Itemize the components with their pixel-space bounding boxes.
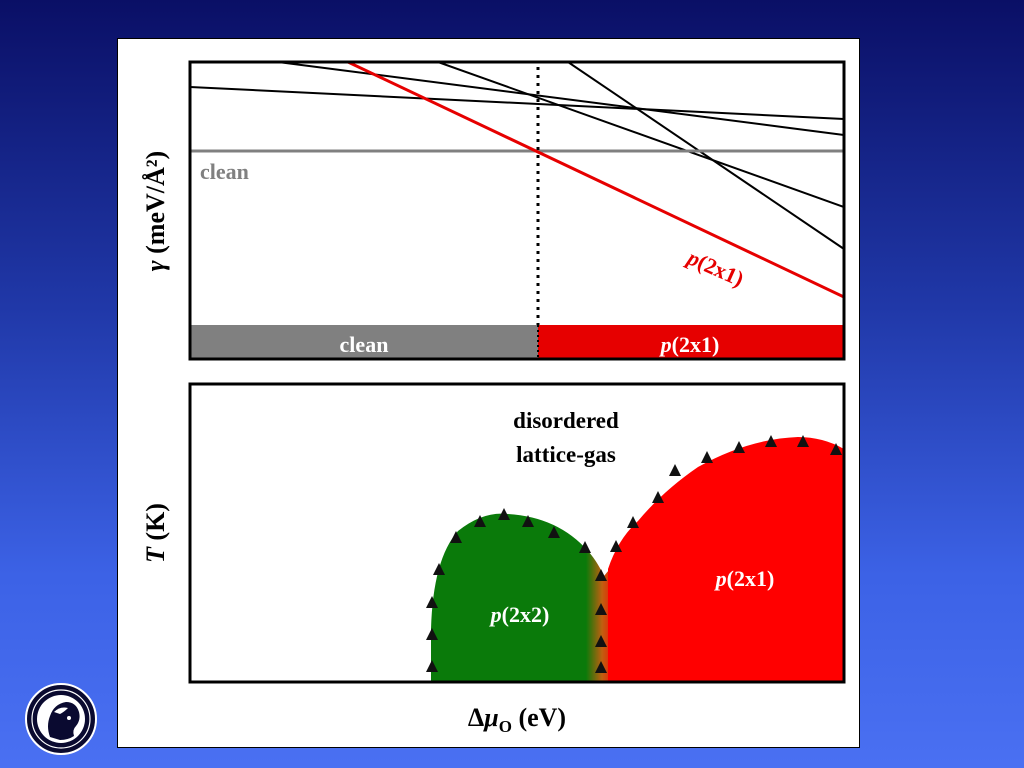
- phase-line-d: [567, 62, 844, 250]
- marker: [797, 435, 809, 447]
- bottom-plot-frame: [188, 382, 846, 684]
- marker: [426, 596, 438, 608]
- p2x2-region: [431, 513, 600, 682]
- marker: [426, 660, 438, 672]
- marker: [610, 540, 622, 552]
- marker: [474, 515, 486, 527]
- p2x1-bar-label: p(2x1): [659, 332, 720, 357]
- marker: [595, 569, 607, 581]
- phase-line-a: [190, 86, 844, 120]
- marker: [830, 443, 842, 455]
- marker: [701, 451, 713, 463]
- clean-bar-label: clean: [340, 332, 389, 357]
- marker: [652, 491, 664, 503]
- max-planck-society-logo-icon: [25, 683, 97, 755]
- bottom-y-axis-label: T (K): [141, 503, 170, 563]
- marker: [426, 628, 438, 640]
- clean-stability-bar: [190, 325, 538, 359]
- clean-line-label: clean: [200, 159, 249, 184]
- marker: [669, 464, 681, 476]
- p2x1-region: [608, 437, 844, 682]
- disordered-label-line2: lattice-gas: [516, 442, 616, 467]
- p2x1-stability-bar: [538, 325, 844, 359]
- marker: [450, 531, 462, 543]
- phase-diagram-figure: clean p(2x1) clean p(2x1) γ (meV/Å²): [141, 60, 846, 736]
- top-y-axis-label: γ (meV/Å²): [141, 151, 170, 271]
- marker: [627, 516, 639, 528]
- top-plot-frame: [188, 60, 846, 361]
- marker: [579, 541, 591, 553]
- p2x1-energy-line: [347, 62, 844, 299]
- p2x1-region-label: p(2x1): [714, 566, 775, 591]
- temperature-phase-panel: disordered lattice-gas p(2x2) p(2x1) T (…: [141, 382, 846, 684]
- figure-panel: clean p(2x1) clean p(2x1) γ (meV/Å²): [117, 38, 860, 748]
- phase-line-c: [437, 62, 844, 208]
- x-axis-label: ΔμO (eV): [468, 703, 566, 736]
- marker: [433, 563, 445, 575]
- marker: [548, 526, 560, 538]
- surface-energy-panel: clean p(2x1) clean p(2x1) γ (meV/Å²): [141, 60, 846, 361]
- disordered-label-line1: disordered: [513, 408, 619, 433]
- marker: [498, 508, 510, 520]
- phase-boundary-markers: [426, 435, 842, 673]
- marker: [595, 603, 607, 615]
- marker: [522, 515, 534, 527]
- top-plot-area: [190, 62, 844, 359]
- marker: [595, 635, 607, 647]
- p2x2-region-label: p(2x2): [489, 602, 550, 627]
- marker: [765, 435, 777, 447]
- marker: [733, 441, 745, 453]
- marker: [595, 661, 607, 673]
